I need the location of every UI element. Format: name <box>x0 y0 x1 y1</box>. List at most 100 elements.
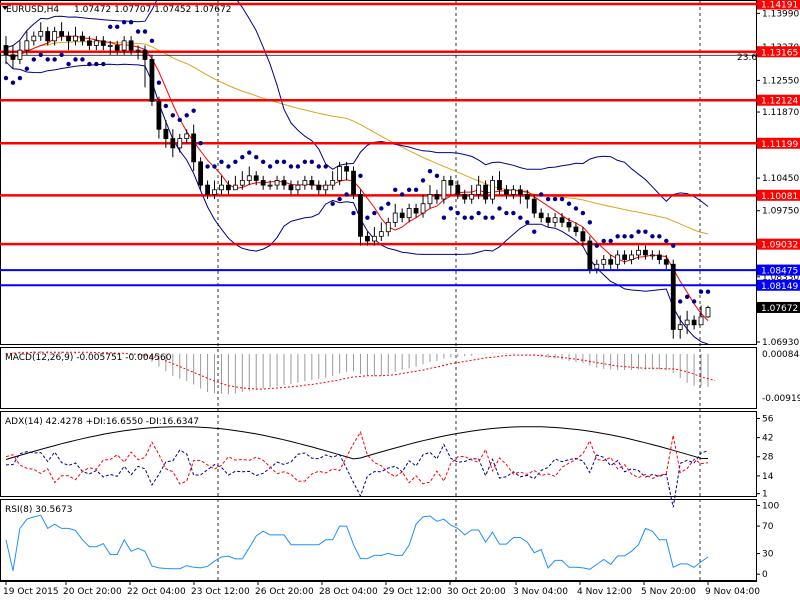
candle-body <box>448 180 454 186</box>
candle-body <box>483 184 488 200</box>
sar-dot <box>532 229 537 234</box>
candle-body <box>559 217 565 223</box>
sar-dot <box>691 299 697 304</box>
candle-body <box>274 180 280 186</box>
adx-label: ADX(14) 42.4278 +DI:16.6550 -DI:16.6347 <box>5 417 199 427</box>
level-label: 1.08149 <box>761 282 798 292</box>
sar-dot <box>684 294 690 300</box>
date-tick-label: 23 Oct 12:00 <box>191 587 250 597</box>
rsi-tick-label: 70 <box>762 522 774 532</box>
rsi-panel <box>0 499 757 581</box>
sar-dot <box>108 24 113 30</box>
sar-dot <box>295 164 301 169</box>
rsi-line <box>5 514 709 571</box>
sar-dot <box>149 38 155 44</box>
sar-dot <box>191 108 196 113</box>
adx-tick-label: 14 <box>762 472 774 482</box>
adx-tick-label: 28 <box>762 453 774 463</box>
level-label: 1.09032 <box>761 241 798 251</box>
sar-dot <box>705 289 711 294</box>
candle-body <box>636 249 641 256</box>
candle-body <box>392 212 398 223</box>
sar-dot <box>156 80 162 85</box>
candle-body <box>170 138 176 149</box>
date-tick-label: 4 Nov 12:00 <box>577 587 632 597</box>
sar-dot <box>170 113 176 118</box>
candle-body <box>45 31 51 42</box>
candle-body <box>691 319 697 326</box>
level-label-box <box>757 46 800 58</box>
sar-dot <box>379 206 384 211</box>
level-label-box <box>757 189 800 201</box>
minus-di-line <box>5 430 709 485</box>
candle-body <box>59 31 65 37</box>
sar-dot <box>559 196 565 202</box>
candle-body <box>156 100 162 130</box>
sar-dot <box>267 164 273 169</box>
sar-dot <box>115 24 120 30</box>
adx-tick-label: 42 <box>762 434 773 444</box>
sar-dot <box>504 210 509 216</box>
level-label: 1.13165 <box>761 48 798 58</box>
sar-dot <box>657 234 662 239</box>
sar-dot <box>10 80 16 85</box>
candle-body <box>198 161 204 186</box>
candle-body <box>260 180 266 186</box>
candle-body <box>517 189 523 195</box>
sar-dot <box>281 159 287 165</box>
sar-dot <box>497 206 502 211</box>
candle-body <box>358 194 363 237</box>
sar-dot <box>420 178 426 183</box>
candle-body <box>594 263 600 270</box>
candle-body <box>66 35 71 42</box>
candle-body <box>406 208 412 219</box>
sar-dot <box>650 234 655 239</box>
date-tick-label: 30 Oct 20:00 <box>447 587 506 597</box>
sar-dot <box>671 243 676 248</box>
candle-body <box>246 175 252 181</box>
sar-dot <box>254 154 259 160</box>
price-tick-label: 1.06930 <box>762 338 799 348</box>
sar-dot <box>337 196 342 202</box>
candle-body <box>87 40 92 46</box>
candle-body <box>302 180 308 186</box>
price-panel <box>0 0 757 345</box>
menu-triangle-icon[interactable] <box>2 6 8 10</box>
level-label-box <box>757 0 800 10</box>
candle-body <box>552 217 558 223</box>
bollinger-upper-line <box>5 0 709 207</box>
adx-tick-label: 1 <box>762 490 768 500</box>
sar-dot <box>351 210 356 216</box>
sar-dot <box>212 164 217 169</box>
sar-dot <box>205 164 210 169</box>
date-tick-label: 28 Oct 04:00 <box>319 587 378 597</box>
candle-body <box>608 259 614 265</box>
date-tick-label: 29 Oct 12:00 <box>383 587 442 597</box>
sar-dot <box>219 159 224 165</box>
candle-body <box>497 180 502 191</box>
rsi-tick-label: 30 <box>762 550 774 560</box>
candle-body <box>490 180 495 200</box>
candle-body <box>601 259 607 265</box>
price-tick-label: 1.13990 <box>762 9 799 19</box>
sar-dot <box>142 29 148 34</box>
sar-dot <box>518 215 523 220</box>
date-tick-label: 9 Nov 04:00 <box>705 587 760 597</box>
candle-body <box>93 40 99 46</box>
candle-body <box>232 184 238 191</box>
candle-body <box>135 49 141 52</box>
sar-dot <box>163 103 169 109</box>
level-label: 1.11199 <box>761 140 798 150</box>
sar-dot <box>135 29 141 34</box>
sar-dot <box>240 154 245 160</box>
macd-tick-label: 0.000848 <box>762 350 800 360</box>
candle-body <box>337 166 343 181</box>
sar-dot <box>260 159 266 165</box>
candle-body <box>663 259 669 265</box>
sar-dot <box>393 187 398 192</box>
candle-body <box>323 184 329 191</box>
sar-dot <box>643 229 648 234</box>
rsi-tick-label: 100 <box>762 501 779 511</box>
sar-dot <box>636 229 641 234</box>
